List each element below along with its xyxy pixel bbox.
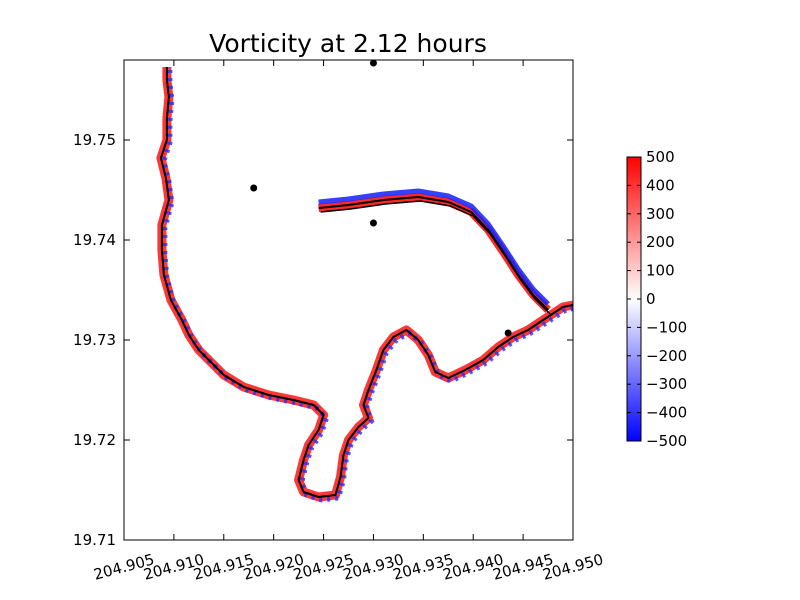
colorbar-tick-label: 100 <box>646 262 675 280</box>
coastline <box>159 67 573 498</box>
colorbar-tick-label: −500 <box>646 432 687 450</box>
y-tick-label: 19.74 <box>73 231 116 249</box>
breakwater-line <box>318 196 549 311</box>
y-tick-label: 19.73 <box>73 331 116 349</box>
y-tick-label: 19.75 <box>73 131 116 149</box>
y-axis: 19.71 19.72 19.73 19.74 19.75 <box>73 131 573 549</box>
colorbar-tick-label: −400 <box>646 404 687 422</box>
station-marker <box>504 329 512 337</box>
colorbar-tick-label: 200 <box>646 233 675 251</box>
colorbar-tick-label: −200 <box>646 347 687 365</box>
colorbar-tick-label: −100 <box>646 318 687 336</box>
plot-area <box>124 60 573 540</box>
plot-frame <box>123 59 574 541</box>
colorbar-tick-label: 0 <box>646 290 656 308</box>
shoreline-line <box>159 67 573 498</box>
y-tick-label: 19.72 <box>73 431 116 449</box>
chart-title: Vorticity at 2.12 hours <box>209 29 487 58</box>
breakwater-line-inner <box>320 200 551 315</box>
colorbar: 500 400 300 200 100 0 −100 −200 −300 −400 −500 <box>626 148 687 450</box>
colorbar-tick-label: 400 <box>646 176 675 194</box>
colorbar-ticks: 500 400 300 200 100 0 −100 −200 −300 −400 −500 <box>627 148 687 450</box>
station-marker <box>369 219 377 227</box>
colorbar-tick-label: 300 <box>646 205 675 223</box>
breakwater-vorticity-negative <box>318 188 550 306</box>
colorbar-tick-label: −300 <box>646 375 687 393</box>
station-marker <box>250 184 258 192</box>
y-tick-label: 19.71 <box>73 531 116 549</box>
colorbar-tick-label: 500 <box>646 148 675 166</box>
